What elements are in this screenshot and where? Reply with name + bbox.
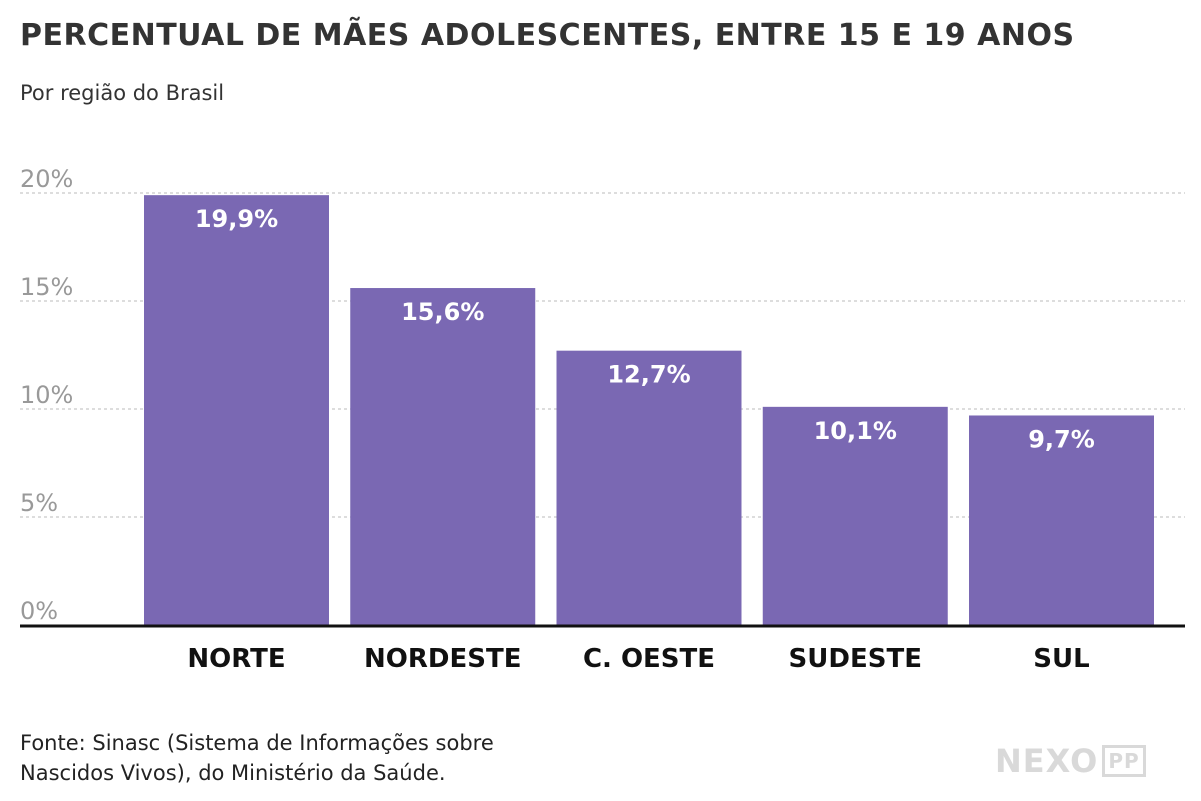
data-label: 15,6% bbox=[401, 298, 484, 326]
bar bbox=[556, 350, 742, 625]
y-tick-label: 20% bbox=[20, 165, 73, 193]
x-tick-label: SUDESTE bbox=[789, 644, 922, 674]
x-tick-label: SUL bbox=[1033, 644, 1089, 674]
x-tick-label: C. OESTE bbox=[583, 644, 715, 674]
x-tick-label: NORDESTE bbox=[364, 644, 521, 674]
source-note: Fonte: Sinasc (Sistema de Informações so… bbox=[20, 728, 494, 788]
bar bbox=[350, 288, 536, 625]
logo-text: NEXO bbox=[995, 742, 1099, 780]
chart-subtitle: Por região do Brasil bbox=[20, 81, 225, 105]
data-label: 12,7% bbox=[607, 361, 690, 389]
y-tick-label: 15% bbox=[20, 273, 73, 301]
data-label: 9,7% bbox=[1028, 425, 1095, 453]
chart-title: PERCENTUAL DE MÃES ADOLESCENTES, ENTRE 1… bbox=[20, 18, 1075, 53]
nexo-logo: NEXO PP bbox=[995, 742, 1146, 780]
bar bbox=[969, 415, 1154, 625]
data-label: 19,9% bbox=[195, 205, 278, 233]
bar bbox=[144, 195, 329, 625]
x-tick-label: NORTE bbox=[187, 644, 285, 674]
source-line-1: Fonte: Sinasc (Sistema de Informações so… bbox=[20, 731, 494, 755]
y-tick-label: 0% bbox=[20, 597, 58, 625]
bar-chart: 0% 5% 10% 15% 20% 19,9% NORTE 15,6% NORDESTE 12,7… bbox=[20, 165, 1185, 674]
logo-badge: PP bbox=[1102, 745, 1146, 777]
y-tick-label: 10% bbox=[20, 381, 73, 409]
source-line-2: Nascidos Vivos), do Ministério da Saúde. bbox=[20, 761, 446, 785]
y-tick-label: 5% bbox=[20, 489, 58, 517]
data-label: 10,1% bbox=[814, 417, 897, 445]
bar bbox=[762, 406, 948, 625]
